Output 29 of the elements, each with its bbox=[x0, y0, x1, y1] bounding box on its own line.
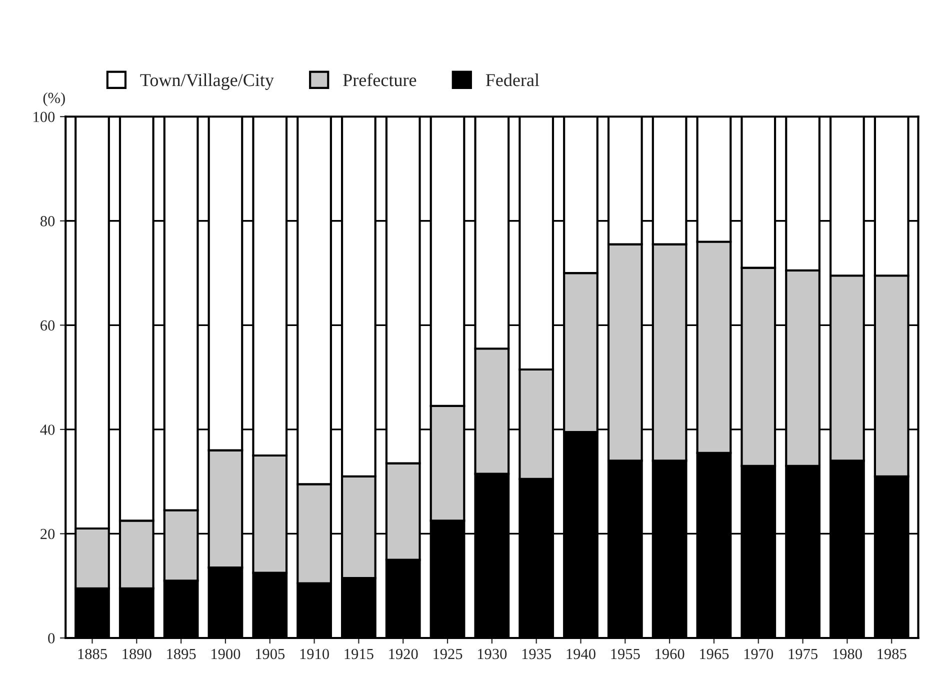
x-tick-label: 1915 bbox=[344, 648, 374, 660]
x-tick-label: 1905 bbox=[256, 648, 285, 660]
x-tick-label: 1885 bbox=[78, 648, 107, 660]
y-tick-label: 100 bbox=[34, 112, 55, 122]
x-tick-label: 1965 bbox=[700, 648, 729, 660]
y-axis-title: (%) bbox=[43, 92, 65, 106]
x-tick-label: 1985 bbox=[878, 648, 906, 660]
x-tick-label: 1935 bbox=[522, 648, 552, 660]
legend-label: Federal bbox=[486, 74, 540, 86]
x-tick-label: 1980 bbox=[833, 648, 862, 660]
y-tick-label: 80 bbox=[40, 216, 55, 226]
y-tick-label: 0 bbox=[48, 633, 55, 644]
x-tick-label: 1890 bbox=[122, 648, 152, 660]
y-tick-label: 40 bbox=[40, 424, 55, 435]
x-tick-label: 1975 bbox=[788, 648, 818, 660]
legend-label: Prefecture bbox=[343, 73, 416, 86]
x-tick-label: 1940 bbox=[566, 648, 596, 660]
legend-label: Town/Village/City bbox=[140, 74, 274, 90]
x-tick-label: 1895 bbox=[167, 648, 196, 660]
x-tick-label: 1970 bbox=[744, 648, 774, 660]
x-tick-label: 1960 bbox=[656, 648, 684, 660]
x-tick-label: 1920 bbox=[389, 648, 418, 660]
x-tick-label: 1900 bbox=[212, 648, 240, 660]
y-tick-label: 60 bbox=[40, 320, 55, 331]
y-tick-label: 20 bbox=[40, 528, 55, 540]
x-tick-label: 1955 bbox=[611, 648, 640, 660]
x-tick-label: 1925 bbox=[434, 648, 462, 660]
x-tick-label: 1930 bbox=[478, 648, 507, 660]
x-tick-label: 1910 bbox=[300, 648, 329, 660]
